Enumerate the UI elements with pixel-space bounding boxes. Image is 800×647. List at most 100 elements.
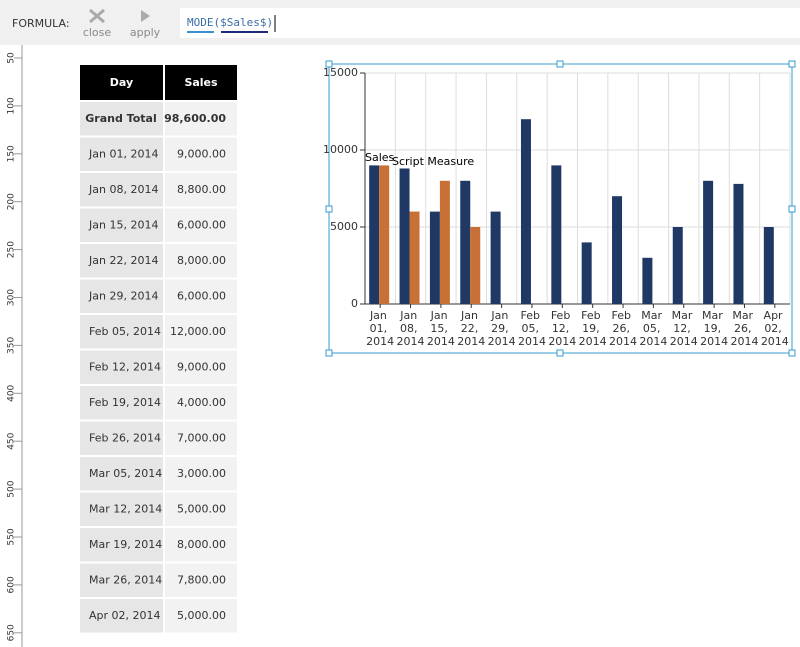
resize-handle[interactable] <box>325 60 333 68</box>
header-cell <box>80 65 163 100</box>
label-line: 12, <box>673 322 694 335</box>
cell-text: 6,000.00 <box>177 219 226 232</box>
label-line: 12, <box>552 322 573 335</box>
cell-text: Jan 01, 2014 <box>88 148 158 161</box>
bar <box>379 165 390 304</box>
cell-text: 3,000.00 <box>177 467 226 480</box>
table-cell <box>165 599 237 633</box>
formula-text: MODE($Sales$) <box>187 16 273 29</box>
ruler-label: 200 <box>7 193 17 210</box>
table-cell <box>165 315 237 349</box>
label-line: 02, <box>764 322 785 335</box>
resize-handle[interactable] <box>788 60 796 68</box>
label-line: Jan <box>430 309 451 322</box>
table-cell <box>80 528 163 562</box>
x-tick-label: Feb 12, 2014 <box>548 309 576 348</box>
resize-handle[interactable] <box>556 349 564 357</box>
cell-text: 9,000.00 <box>177 148 226 161</box>
legend-entry: Script Measure <box>392 155 474 168</box>
ruler-label: 550 <box>7 528 17 545</box>
label-line: 2014 <box>457 335 485 348</box>
x-tick-label: Jan 08, 2014 <box>397 309 425 348</box>
header-text: Day <box>110 76 133 89</box>
label-line: 19, <box>582 322 603 335</box>
label-line: 26, <box>734 322 755 335</box>
cell-text: Jan 08, 2014 <box>88 183 158 196</box>
cell-text: 7,800.00 <box>177 574 226 587</box>
x-tick-label: Mar 12, 2014 <box>670 309 698 348</box>
ruler-label: 400 <box>7 384 17 401</box>
table-cell <box>80 137 163 171</box>
bar <box>490 211 501 304</box>
table-cell <box>80 315 163 349</box>
cell-text: Feb 19, 2014 <box>89 396 161 409</box>
ruler-label: 100 <box>7 97 17 114</box>
table-cell <box>80 102 163 136</box>
table-cell <box>165 492 237 526</box>
table-cell <box>165 102 237 136</box>
close-button[interactable]: close <box>83 8 112 39</box>
ruler-label: 300 <box>7 289 17 306</box>
label-line: 2014 <box>700 335 728 348</box>
label-line: Jan <box>490 309 511 322</box>
bar <box>429 211 440 304</box>
bar <box>409 211 420 304</box>
label-line: 05, <box>643 322 664 335</box>
label-line: Feb <box>551 309 574 322</box>
x-tick-label: Feb 05, 2014 <box>518 309 546 348</box>
bar <box>470 227 481 304</box>
x-tick-label: Jan 29, 2014 <box>488 309 516 348</box>
x-tick-label: Mar 26, 2014 <box>730 309 758 348</box>
apply-icon <box>141 10 150 22</box>
formula-box[interactable] <box>180 8 800 38</box>
label-line: 2014 <box>548 335 576 348</box>
cell-text: Feb 05, 2014 <box>89 325 161 338</box>
label-line: 19, <box>704 322 725 335</box>
ruler-label: 50 <box>7 52 17 64</box>
ruler-label: 500 <box>7 480 17 497</box>
cell-text: 98,600.00 <box>164 112 226 125</box>
table-cell <box>165 421 237 455</box>
bar <box>520 119 531 304</box>
cell-text: 8,800.00 <box>177 183 226 196</box>
bar <box>703 180 714 304</box>
apply-button[interactable]: apply <box>130 10 161 39</box>
label-line: 2014 <box>427 335 455 348</box>
label-line: 2014 <box>730 335 758 348</box>
resize-handle[interactable] <box>325 349 333 357</box>
table-cell <box>165 244 237 278</box>
resize-handle[interactable] <box>325 205 333 213</box>
label-line: 2014 <box>670 335 698 348</box>
cell-text: Mar 05, 2014 <box>89 467 162 480</box>
table-cell <box>165 563 237 597</box>
cell-text: Jan 22, 2014 <box>88 254 158 267</box>
cell-text: Mar 26, 2014 <box>89 574 162 587</box>
table-cell <box>80 386 163 420</box>
cell-text: Feb 26, 2014 <box>89 432 161 445</box>
x-tick-label: Jan 15, 2014 <box>427 309 455 348</box>
label-line: Feb <box>581 309 604 322</box>
y-tick-label: 15000 <box>323 66 358 79</box>
resize-handle[interactable] <box>556 60 564 68</box>
table-cell <box>165 279 237 313</box>
cell-text: 5,000.00 <box>177 609 226 622</box>
label-line: Mar <box>641 309 665 322</box>
x-tick-label: Mar 05, 2014 <box>639 309 667 348</box>
bar <box>612 196 623 304</box>
bar <box>642 257 653 304</box>
label-line: Mar <box>702 309 726 322</box>
table-cell <box>165 386 237 420</box>
table-cell <box>165 173 237 207</box>
y-tick-label: 0 <box>351 297 358 310</box>
label-line: 2014 <box>366 335 394 348</box>
resize-handle[interactable] <box>788 205 796 213</box>
resize-handle[interactable] <box>788 349 796 357</box>
table-cell <box>80 208 163 242</box>
ruler-label: 350 <box>7 337 17 354</box>
y-tick-label: 10000 <box>323 143 358 156</box>
label-line: 2014 <box>579 335 607 348</box>
cell-text: 6,000.00 <box>177 290 226 303</box>
ruler-label: 250 <box>7 241 17 258</box>
label-line: Apr <box>764 309 787 322</box>
